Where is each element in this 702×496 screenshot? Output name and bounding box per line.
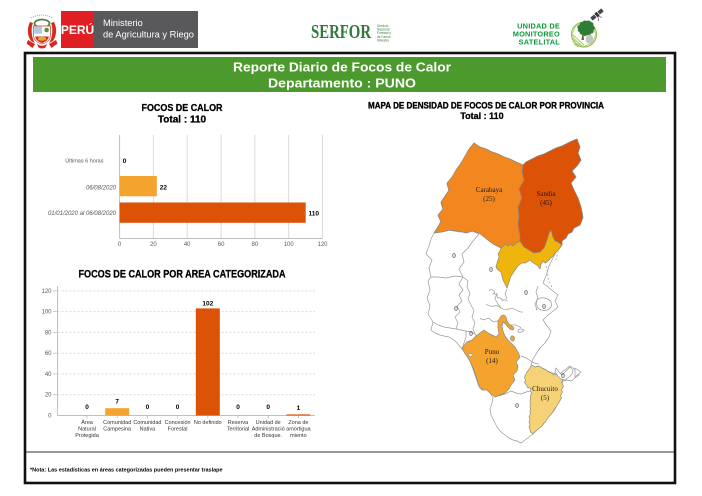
svg-text:Puno: Puno: [485, 348, 500, 356]
svg-text:Carabaya: Carabaya: [476, 186, 503, 194]
svg-text:80: 80: [45, 330, 52, 336]
svg-text:1: 1: [297, 405, 301, 412]
svg-text:Chucuito: Chucuito: [532, 385, 558, 393]
svg-text:01/01/2020 al 06/08/2020: 01/01/2020 al 06/08/2020: [48, 211, 117, 217]
svg-text:Administració: Administració: [252, 427, 285, 433]
svg-text:Comunidad: Comunidad: [103, 420, 131, 426]
svg-text:Natural: Natural: [78, 427, 96, 433]
svg-text:40: 40: [184, 242, 191, 248]
svg-text:0: 0: [146, 404, 150, 411]
svg-text:Concesión: Concesión: [165, 420, 191, 426]
svg-text:0: 0: [452, 252, 456, 260]
svg-text:UNIDAD DE: UNIDAD DE: [517, 22, 560, 31]
svg-text:100: 100: [284, 242, 295, 248]
svg-text:0: 0: [515, 402, 519, 410]
svg-text:Sandia: Sandia: [536, 190, 556, 198]
svg-text:0: 0: [176, 404, 180, 411]
svg-text:FOCOS DE CALOR: FOCOS DE CALOR: [142, 102, 223, 114]
svg-text:Comunidad: Comunidad: [133, 420, 161, 426]
svg-text:(25): (25): [483, 195, 495, 203]
svg-text:0: 0: [123, 158, 127, 165]
svg-text:SATELITAL: SATELITAL: [519, 38, 561, 47]
svg-text:Nativa: Nativa: [140, 427, 157, 433]
svg-text:Silvestre: Silvestre: [377, 38, 389, 42]
svg-text:120: 120: [41, 289, 52, 295]
svg-text:0: 0: [542, 303, 546, 311]
svg-text:102: 102: [202, 301, 213, 308]
svg-text:20: 20: [45, 393, 52, 399]
svg-text:40: 40: [45, 372, 52, 378]
svg-text:Últimas 6 horas: Últimas 6 horas: [65, 158, 103, 165]
svg-text:Total : 110: Total : 110: [460, 111, 503, 121]
svg-text:60: 60: [218, 242, 225, 248]
svg-text:de Bosque.: de Bosque.: [254, 433, 282, 439]
svg-text:06/08/2020: 06/08/2020: [86, 186, 117, 192]
svg-text:(5): (5): [541, 394, 550, 402]
svg-text:Nacional: Nacional: [377, 28, 390, 32]
svg-text:7: 7: [115, 399, 119, 406]
svg-text:Departamento : PUNO: Departamento : PUNO: [268, 76, 416, 91]
svg-text:Ministerio: Ministerio: [103, 18, 143, 28]
svg-text:0: 0: [454, 305, 458, 313]
svg-text:FOCOS DE CALOR POR AREA CATEGO: FOCOS DE CALOR POR AREA CATEGORIZADA: [79, 269, 286, 281]
svg-text:Servicio: Servicio: [377, 24, 389, 28]
svg-text:(45): (45): [540, 199, 552, 207]
svg-text:0: 0: [489, 266, 493, 274]
svg-text:0: 0: [118, 242, 122, 248]
svg-text:Total : 110: Total : 110: [158, 115, 207, 126]
svg-text:MONITOREO: MONITOREO: [513, 30, 560, 39]
svg-text:0: 0: [524, 289, 528, 297]
svg-text:Territorial: Territorial: [227, 427, 250, 433]
svg-text:de Fauna: de Fauna: [377, 35, 391, 39]
svg-text:80: 80: [252, 242, 259, 248]
svg-text:Reporte Diario de Focos de Cal: Reporte Diario de Focos de Calor: [233, 60, 451, 75]
svg-text:0: 0: [469, 330, 473, 338]
svg-text:MAPA DE DENSIDAD DE FOCOS DE C: MAPA DE DENSIDAD DE FOCOS DE CALOR POR P…: [368, 101, 604, 112]
svg-text:Unidad de: Unidad de: [256, 420, 281, 426]
svg-text:SERFOR: SERFOR: [311, 21, 371, 43]
svg-text:0: 0: [266, 404, 270, 411]
svg-text:Zona de: Zona de: [288, 420, 308, 426]
svg-text:100: 100: [41, 310, 52, 316]
svg-text:de Agricultura y Riego: de Agricultura y Riego: [103, 30, 194, 40]
svg-text:0: 0: [236, 404, 240, 411]
svg-text:110: 110: [309, 211, 320, 218]
svg-text:miento: miento: [290, 433, 307, 439]
svg-text:Campesina: Campesina: [103, 427, 132, 433]
svg-text:0: 0: [561, 372, 565, 380]
svg-text:0: 0: [48, 414, 52, 420]
svg-text:120: 120: [317, 242, 328, 248]
svg-text:PERÚ: PERÚ: [61, 22, 94, 37]
svg-text:Reserva: Reserva: [228, 420, 249, 426]
svg-text:Forestal: Forestal: [168, 427, 188, 433]
svg-text:*Nota: Las estadísticas en áre: *Nota: Las estadísticas en áreas categor…: [30, 468, 223, 474]
svg-text:0: 0: [85, 404, 89, 411]
svg-text:(14): (14): [486, 357, 498, 365]
svg-text:Protegida: Protegida: [75, 433, 99, 439]
svg-text:60: 60: [45, 351, 52, 357]
svg-text:20: 20: [150, 242, 157, 248]
svg-text:Forestal y: Forestal y: [377, 31, 391, 35]
svg-text:amortigua: amortigua: [286, 427, 311, 433]
svg-text:22: 22: [160, 185, 168, 192]
svg-text:No definido: No definido: [194, 420, 222, 426]
svg-text:Área: Área: [81, 419, 94, 426]
